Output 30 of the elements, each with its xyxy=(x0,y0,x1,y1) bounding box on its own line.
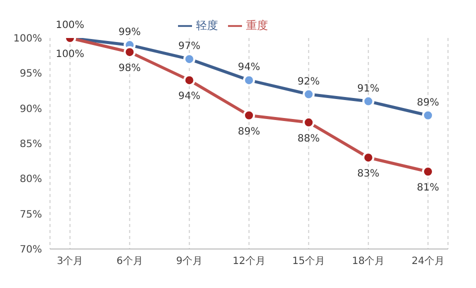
x-tick-label: 9个月 xyxy=(176,255,203,268)
x-tick-label: 24个月 xyxy=(412,255,444,268)
data-label: 100% xyxy=(56,20,84,31)
data-label: 89% xyxy=(416,97,440,108)
y-tick-label: 90% xyxy=(20,104,42,115)
data-label: 92% xyxy=(298,76,320,88)
data-label: 99% xyxy=(118,27,141,38)
data-label: 97% xyxy=(178,41,200,52)
x-tick-label: 6个月 xyxy=(116,255,143,268)
data-label: 89% xyxy=(238,126,260,138)
y-tick-label: 70% xyxy=(20,244,42,256)
data-label: 88% xyxy=(298,133,320,144)
y-tick-label: 100% xyxy=(13,34,42,45)
data-label: 81% xyxy=(416,182,440,194)
data-label: 83% xyxy=(357,168,380,180)
y-tick-label: 75% xyxy=(20,209,42,220)
legend-label: 重度 xyxy=(246,19,268,32)
y-tick-label: 85% xyxy=(20,139,42,150)
data-label: 91% xyxy=(357,83,380,94)
data-label: 94% xyxy=(238,62,260,74)
data-label: 94% xyxy=(178,91,200,102)
y-tick-label: 95% xyxy=(20,68,42,80)
x-tick-label: 18个月 xyxy=(352,255,385,268)
x-tick-label: 3个月 xyxy=(56,255,84,268)
data-label: 100% xyxy=(56,49,84,60)
x-tick-label: 12个月 xyxy=(232,255,266,268)
legend-label: 轻度 xyxy=(196,19,218,32)
x-tick-label: 15个月 xyxy=(292,255,326,268)
y-tick-label: 80% xyxy=(20,174,42,186)
data-label: 98% xyxy=(118,63,141,74)
